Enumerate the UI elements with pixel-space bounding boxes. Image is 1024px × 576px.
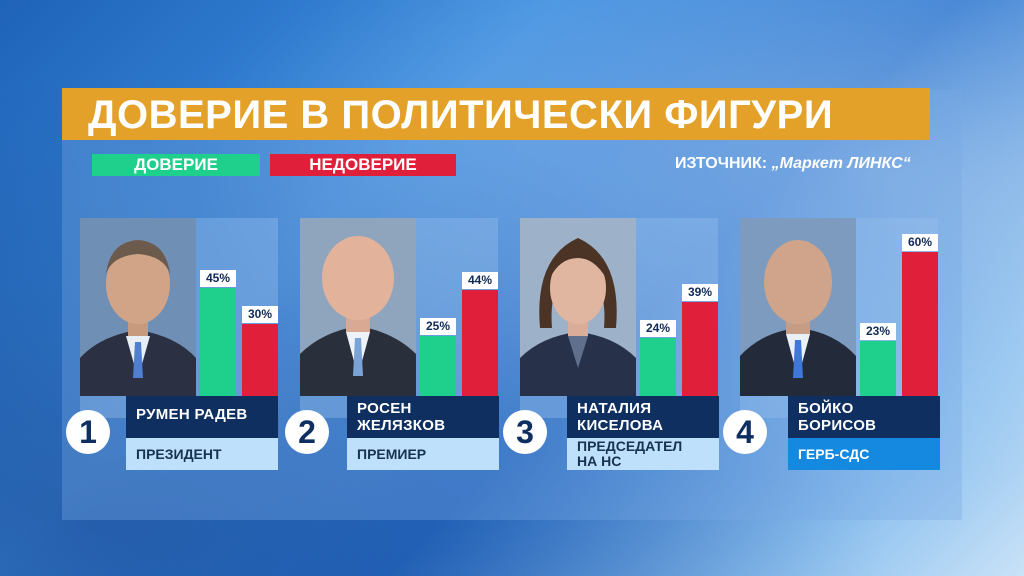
- portrait-photo-2: [300, 218, 416, 396]
- role-box-2: ПРЕМИЕР: [347, 438, 499, 470]
- distrust-bar-2: [462, 290, 498, 396]
- title-bar: [62, 88, 930, 140]
- distrust-bar-1: [242, 324, 278, 396]
- person-name-line2: ЖЕЛЯЗКОВ: [357, 417, 446, 434]
- trust-bar-4: [860, 341, 896, 396]
- trust-bar-2: [420, 336, 456, 396]
- distrust-bar-3: [682, 302, 718, 396]
- person-name-line2: КИСЕЛОВА: [577, 417, 664, 434]
- name-box-2: РОСЕН ЖЕЛЯЗКОВ: [347, 396, 499, 438]
- name-box-1: РУМЕН РАДЕВ: [126, 396, 278, 438]
- role-box-4: ГЕРБ-СДС: [788, 438, 940, 470]
- person-role: ПРЕЗИДЕНТ: [136, 446, 222, 462]
- role-box-3: ПРЕДСЕДАТЕЛ НА НС: [567, 438, 719, 470]
- distrust-value-label-1: 30%: [242, 306, 278, 323]
- person-role-line2: НА НС: [577, 453, 622, 469]
- source-note: ИЗТОЧНИК: „Маркет ЛИНКС“: [675, 154, 911, 174]
- person-name-line1: РОСЕН: [357, 400, 412, 417]
- portrait-photo-4: [740, 218, 856, 396]
- source-label: ИЗТОЧНИК:: [675, 155, 768, 172]
- rank-badge-1: 1: [66, 410, 110, 454]
- name-box-3: НАТАЛИЯ КИСЕЛОВА: [567, 396, 719, 438]
- source-value: „Маркет ЛИНКС“: [771, 155, 911, 172]
- rank-badge-3: 3: [503, 410, 547, 454]
- person-name-line1: БОЙКО: [798, 400, 854, 417]
- person-name-line1: НАТАЛИЯ: [577, 400, 652, 417]
- trust-value-label-1: 45%: [200, 270, 236, 287]
- trust-value-label-3: 24%: [640, 320, 676, 337]
- role-box-1: ПРЕЗИДЕНТ: [126, 438, 278, 470]
- name-box-4: БОЙКО БОРИСОВ: [788, 396, 940, 438]
- person-name-line2: БОРИСОВ: [798, 417, 877, 434]
- legend-trust: ДОВЕРИЕ: [92, 154, 260, 176]
- distrust-value-label-2: 44%: [462, 272, 498, 289]
- distrust-value-label-4: 60%: [902, 234, 938, 251]
- portrait-photo-1: [80, 218, 196, 396]
- trust-bar-1: [200, 288, 236, 396]
- person-name: РУМЕН РАДЕВ: [136, 406, 248, 423]
- legend-distrust: НЕДОВЕРИЕ: [270, 154, 456, 176]
- person-party: ГЕРБ-СДС: [798, 446, 870, 462]
- distrust-value-label-3: 39%: [682, 284, 718, 301]
- trust-value-label-2: 25%: [420, 318, 456, 335]
- rank-badge-2: 2: [285, 410, 329, 454]
- person-role: ПРЕМИЕР: [357, 446, 427, 462]
- trust-value-label-4: 23%: [860, 323, 896, 340]
- trust-bar-3: [640, 338, 676, 396]
- portrait-photo-3: [520, 218, 636, 396]
- chart-title: ДОВЕРИЕ В ПОЛИТИЧЕСКИ ФИГУРИ: [88, 93, 834, 137]
- distrust-bar-4: [902, 252, 938, 396]
- person-role-line1: ПРЕДСЕДАТЕЛ: [577, 438, 683, 454]
- rank-badge-4: 4: [723, 410, 767, 454]
